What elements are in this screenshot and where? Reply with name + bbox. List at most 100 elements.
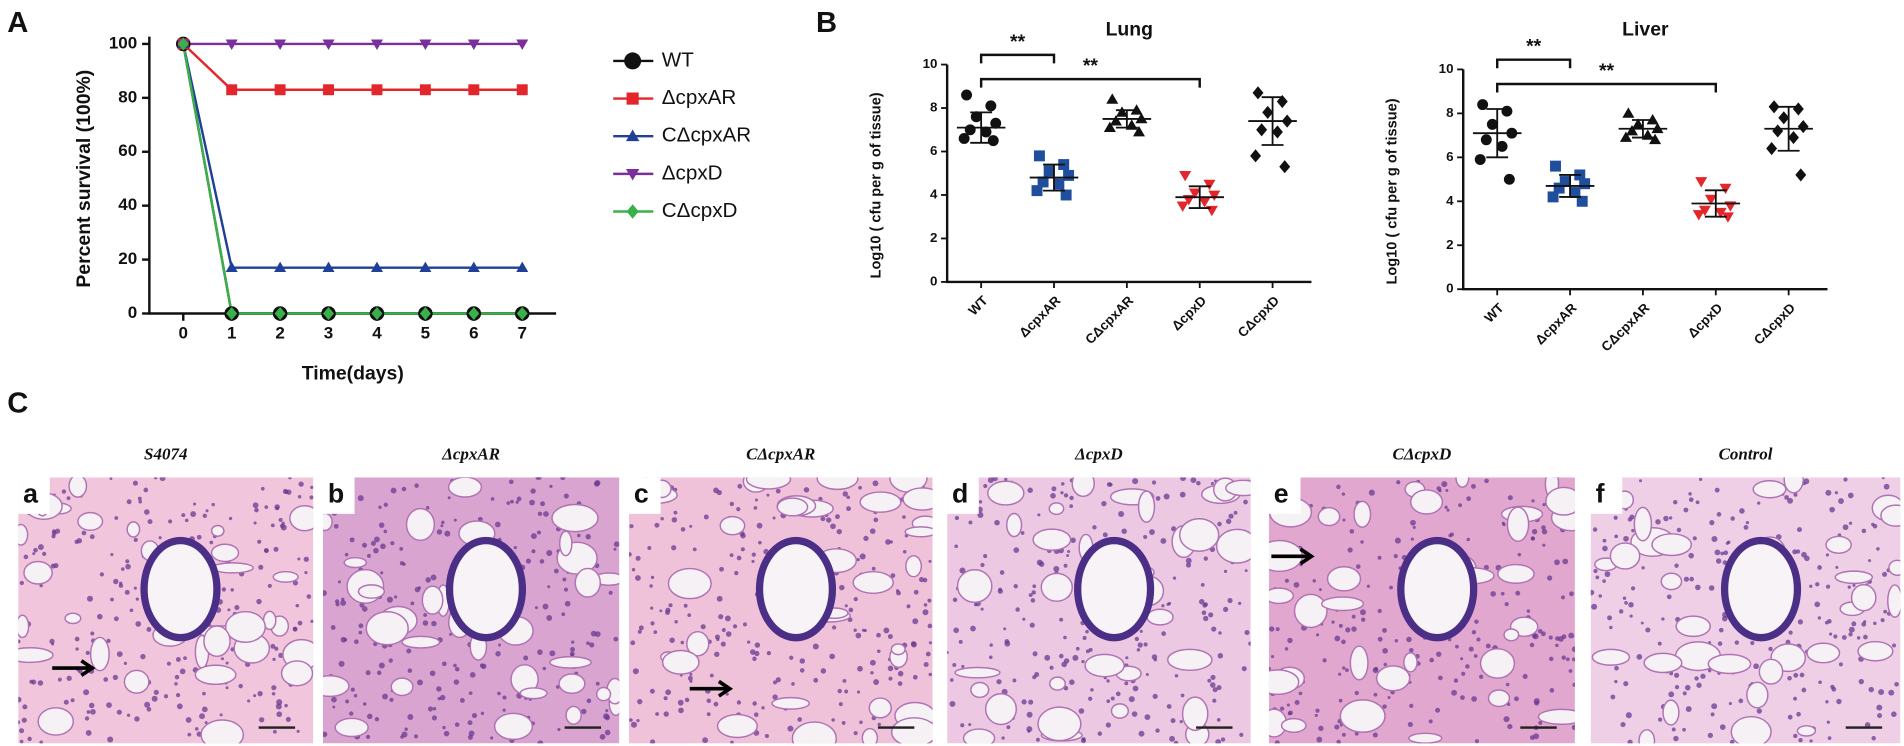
- nucleus: [1410, 519, 1416, 526]
- nucleus: [1298, 691, 1303, 696]
- nucleus: [989, 643, 993, 647]
- chart-title: Lung: [1106, 19, 1153, 41]
- nucleus: [1757, 501, 1761, 505]
- nucleus: [923, 661, 929, 668]
- marker: [1063, 169, 1075, 181]
- nucleus: [1532, 633, 1539, 640]
- nucleus: [736, 506, 741, 512]
- nucleus: [1743, 525, 1749, 530]
- error-bar: [1559, 174, 1581, 198]
- nucleus: [525, 558, 531, 564]
- nucleus: [1562, 558, 1569, 565]
- nucleus: [1799, 672, 1805, 678]
- nucleus: [1841, 635, 1847, 640]
- nucleus: [1843, 477, 1848, 482]
- alveolus: [1166, 648, 1213, 672]
- nucleus: [766, 493, 770, 497]
- nucleus: [84, 716, 90, 721]
- y-axis-label: Percent survival (100%): [73, 70, 95, 288]
- nucleus: [1366, 584, 1371, 588]
- nucleus: [1826, 618, 1832, 624]
- nucleus: [1888, 689, 1895, 696]
- nucleus: [279, 523, 285, 529]
- nucleus: [1174, 674, 1179, 678]
- nucleus: [174, 674, 180, 680]
- nucleus: [683, 603, 688, 608]
- nucleus: [740, 547, 745, 552]
- alveolus: [210, 524, 225, 537]
- nucleus: [1444, 505, 1448, 509]
- line: [182, 43, 523, 315]
- error-bar: [970, 111, 993, 144]
- nucleus: [1876, 547, 1880, 551]
- alveolus: [954, 666, 1001, 679]
- nucleus: [1709, 519, 1715, 526]
- nucleus: [1809, 584, 1813, 588]
- nucleus: [430, 574, 437, 581]
- nucleus: [1793, 696, 1798, 701]
- nucleus: [877, 722, 881, 727]
- alveolus: [595, 686, 612, 702]
- nucleus: [1745, 520, 1750, 525]
- nucleus: [109, 477, 113, 481]
- arrow: [52, 659, 96, 677]
- error-bar: [1188, 185, 1211, 209]
- nucleus: [1013, 584, 1018, 589]
- nucleus: [271, 685, 277, 691]
- nucleus: [19, 739, 24, 744]
- alveolus: [18, 523, 29, 546]
- alveolus: [1746, 681, 1769, 709]
- alveolus: [405, 507, 436, 542]
- x-tick-label: CΔcpxAR: [1082, 293, 1136, 347]
- nucleus: [635, 555, 641, 561]
- nucleus: [1711, 536, 1718, 543]
- nucleus: [953, 627, 959, 634]
- nucleus: [1036, 737, 1040, 742]
- nucleus: [1534, 700, 1540, 706]
- nucleus: [89, 534, 95, 540]
- nucleus: [724, 615, 731, 622]
- nucleus: [1168, 601, 1172, 606]
- nucleus: [443, 730, 450, 737]
- nucleus: [344, 552, 349, 557]
- nucleus: [1707, 732, 1713, 739]
- nucleus: [1852, 583, 1856, 587]
- nucleus: [1894, 681, 1899, 687]
- nucleus: [202, 513, 207, 518]
- nucleus: [1515, 590, 1521, 596]
- nucleus: [1768, 646, 1773, 652]
- nucleus: [132, 480, 138, 486]
- error-bar: [1261, 96, 1284, 146]
- nucleus: [1833, 634, 1838, 639]
- nucleus: [147, 519, 153, 525]
- nucleus: [1031, 590, 1036, 595]
- alveolus: [1758, 658, 1784, 685]
- micrograph-letter: d: [952, 479, 968, 509]
- nucleus: [196, 534, 202, 540]
- nucleus: [1623, 535, 1629, 542]
- nucleus: [1657, 717, 1663, 722]
- nucleus: [1334, 724, 1340, 730]
- nucleus: [144, 701, 151, 708]
- nucleus: [1217, 653, 1224, 659]
- nucleus: [516, 496, 522, 502]
- nucleus: [323, 590, 327, 596]
- nucleus: [425, 506, 430, 510]
- marker: [958, 133, 970, 144]
- nucleus: [133, 537, 138, 542]
- nucleus: [333, 523, 339, 529]
- nucleus: [1602, 579, 1606, 583]
- nucleus: [278, 652, 284, 658]
- nucleus: [1078, 708, 1085, 714]
- marker: [1271, 125, 1283, 139]
- alveolus: [37, 707, 75, 736]
- scale-bar: [564, 726, 602, 729]
- nucleus: [537, 649, 543, 655]
- nucleus: [390, 541, 395, 546]
- marker: [1043, 165, 1055, 177]
- x-tick-label: 1: [227, 324, 236, 343]
- error-bar: [1777, 105, 1800, 152]
- nucleus: [673, 510, 678, 515]
- nucleus: [1801, 687, 1807, 693]
- alveolus: [1048, 676, 1066, 691]
